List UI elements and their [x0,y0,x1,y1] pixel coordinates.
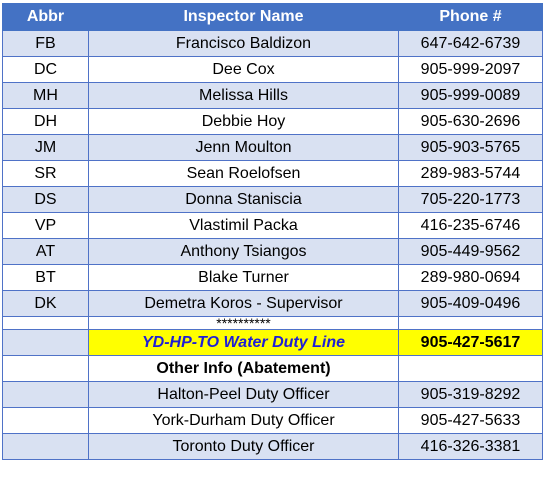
inspector-abbr: SR [2,160,89,187]
other-info-heading-row: Other Info (Abatement) [2,355,543,382]
table-row: VP Vlastimil Packa 416-235-6746 [2,212,543,239]
inspector-name: Melissa Hills [88,82,399,109]
inspector-phone: 905-449-9562 [398,238,543,265]
other-info-empty-cell [2,407,89,434]
other-info-phone: 416-326-3381 [398,433,543,460]
inspector-abbr: DK [2,290,89,317]
table-row: DH Debbie Hoy 905-630-2696 [2,108,543,135]
inspector-abbr: AT [2,238,89,265]
inspector-phone: 705-220-1773 [398,186,543,213]
inspector-name: Dee Cox [88,56,399,83]
inspector-phone: 905-409-0496 [398,290,543,317]
header-abbr: Abbr [2,3,89,31]
inspector-contact-table: Abbr Inspector Name Phone # FB Francisco … [2,3,543,460]
other-info-name: York-Durham Duty Officer [88,407,399,434]
other-info-row: York-Durham Duty Officer 905-427-5633 [2,407,543,434]
separator-empty-cell [398,316,543,330]
inspector-name: Francisco Baldizon [88,30,399,57]
table-row: DK Demetra Koros - Supervisor 905-409-0496 [2,290,543,317]
other-info-name: Halton-Peel Duty Officer [88,381,399,408]
other-info-empty-cell [2,433,89,460]
inspector-name: Sean Roelofsen [88,160,399,187]
header-inspector-name: Inspector Name [88,3,399,31]
table-row: AT Anthony Tsiangos 905-449-9562 [2,238,543,265]
table-row: BT Blake Turner 289-980-0694 [2,264,543,291]
table-row: SR Sean Roelofsen 289-983-5744 [2,160,543,187]
inspector-name: Vlastimil Packa [88,212,399,239]
inspector-phone: 289-983-5744 [398,160,543,187]
inspector-phone: 289-980-0694 [398,264,543,291]
inspector-name: Demetra Koros - Supervisor [88,290,399,317]
table-row: MH Melissa Hills 905-999-0089 [2,82,543,109]
header-phone: Phone # [398,3,543,31]
inspector-phone: 905-999-0089 [398,82,543,109]
inspector-phone: 905-903-5765 [398,134,543,161]
duty-line-phone: 905-427-5617 [398,329,543,356]
inspector-phone: 647-642-6739 [398,30,543,57]
inspector-name: Blake Turner [88,264,399,291]
separator-empty-cell [2,316,89,330]
inspector-name: Donna Staniscia [88,186,399,213]
inspector-abbr: MH [2,82,89,109]
table-header-row: Abbr Inspector Name Phone # [2,3,543,31]
inspector-abbr: VP [2,212,89,239]
other-info-empty-cell [398,355,543,382]
other-info-row: Toronto Duty Officer 416-326-3381 [2,433,543,460]
inspector-phone: 905-630-2696 [398,108,543,135]
duty-line-row: YD-HP-TO Water Duty Line 905-427-5617 [2,329,543,356]
other-info-empty-cell [2,355,89,382]
inspector-name: Anthony Tsiangos [88,238,399,265]
inspector-abbr: DS [2,186,89,213]
inspector-name: Debbie Hoy [88,108,399,135]
table-row: DC Dee Cox 905-999-2097 [2,56,543,83]
inspector-name: Jenn Moulton [88,134,399,161]
inspector-abbr: DH [2,108,89,135]
inspector-abbr: FB [2,30,89,57]
table-body: FB Francisco Baldizon 647-642-6739 DC Dee Co… [2,30,543,460]
table-row: DS Donna Staniscia 705-220-1773 [2,186,543,213]
duty-line-empty-cell [2,329,89,356]
inspector-abbr: JM [2,134,89,161]
other-info-phone: 905-319-8292 [398,381,543,408]
table-row: JM Jenn Moulton 905-903-5765 [2,134,543,161]
separator-stars: ********** [88,316,399,330]
other-info-name: Toronto Duty Officer [88,433,399,460]
inspector-abbr: BT [2,264,89,291]
other-info-row: Halton-Peel Duty Officer 905-319-8292 [2,381,543,408]
other-info-phone: 905-427-5633 [398,407,543,434]
inspector-phone: 416-235-6746 [398,212,543,239]
other-info-heading: Other Info (Abatement) [88,355,399,382]
inspector-phone: 905-999-2097 [398,56,543,83]
duty-line-name: YD-HP-TO Water Duty Line [88,329,399,356]
table-row: FB Francisco Baldizon 647-642-6739 [2,30,543,57]
other-info-empty-cell [2,381,89,408]
inspector-abbr: DC [2,56,89,83]
separator-row: ********** [2,316,543,330]
